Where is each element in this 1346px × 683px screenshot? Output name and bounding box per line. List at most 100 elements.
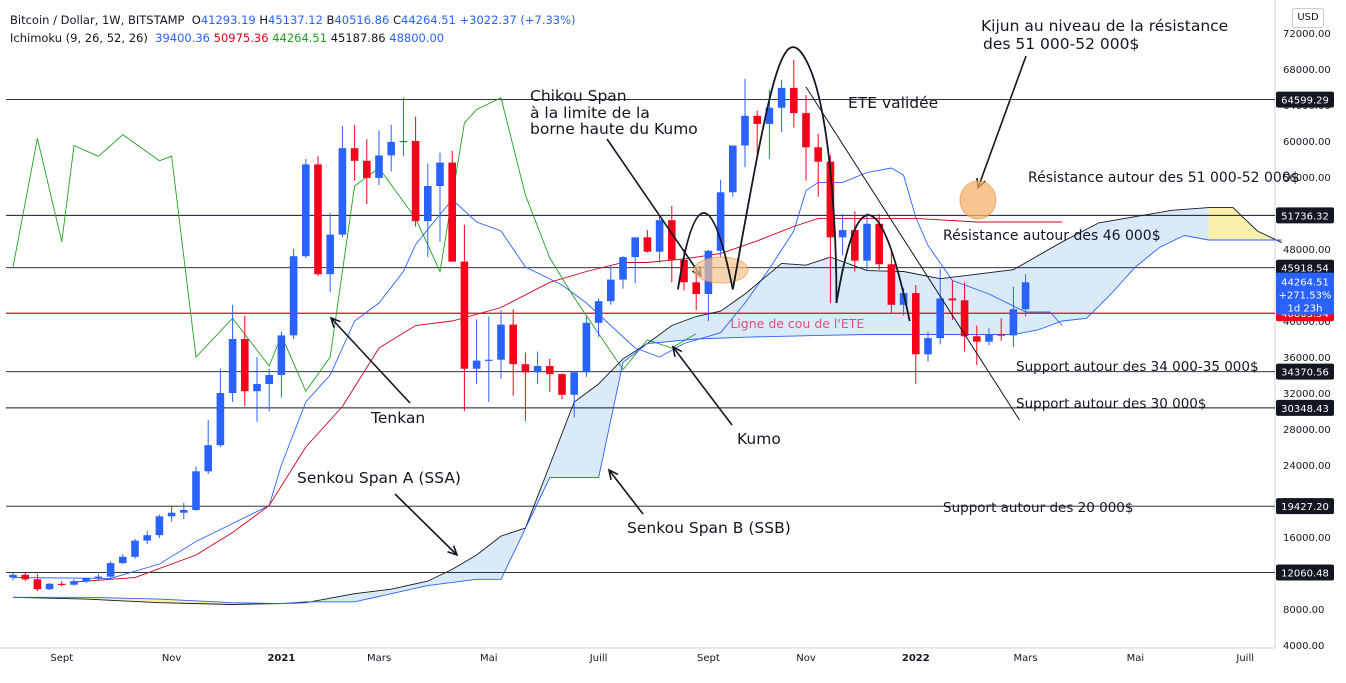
candle-body xyxy=(155,516,164,536)
kumo-arrow xyxy=(672,346,733,426)
x-tick-label: Mai xyxy=(480,653,498,664)
level-price-tag-0 xyxy=(1276,91,1334,108)
support-20-label: Support autour des 20 000$ xyxy=(943,500,1133,516)
ichimoku-label: Ichimoku (9, 26, 52, 26) xyxy=(10,31,148,45)
x-tick-label: 2021 xyxy=(267,653,295,664)
close-label: C xyxy=(392,13,401,27)
candle-body xyxy=(765,107,774,124)
candle-body xyxy=(314,164,322,275)
open-value: 41293.19 xyxy=(200,13,256,27)
resistance-51-label: Résistance autour des 51 000-52 000$ xyxy=(1028,170,1300,186)
x-tick-label: Mars xyxy=(367,653,391,664)
ssa-arrow xyxy=(394,493,458,556)
ichimoku-header[interactable]: Ichimoku (9, 26, 52, 26) 39400.36 50975.… xyxy=(10,31,444,45)
change-value: +3022.37 (+7.33%) xyxy=(459,13,576,27)
candle-body xyxy=(790,87,798,114)
candle-body xyxy=(497,324,505,360)
candle-body xyxy=(363,160,371,178)
ichimoku-value-1: 39400.36 xyxy=(155,31,210,45)
candle-body xyxy=(58,583,66,585)
y-tick-label: 16000.00 xyxy=(1283,533,1331,544)
candle-body xyxy=(167,512,176,517)
level-price-tag-label: 12060.48 xyxy=(1281,568,1329,579)
x-tick-label: Nov xyxy=(796,653,816,664)
candle-body xyxy=(33,579,42,590)
ssb-arrow xyxy=(608,469,644,515)
candle-body xyxy=(338,148,347,235)
candle-body xyxy=(899,293,908,305)
level-price-tag-7 xyxy=(1276,564,1334,581)
x-tick-label: Mars xyxy=(1014,653,1038,664)
candle-body xyxy=(1021,282,1030,310)
current-price-tag-line: 44264.51 xyxy=(1281,278,1329,289)
candle-body xyxy=(619,257,627,280)
candle-body xyxy=(716,192,725,251)
ssa-arrow-head xyxy=(447,545,459,557)
candle-body xyxy=(216,393,225,446)
currency-button[interactable]: USD xyxy=(1292,8,1324,28)
tenkan-label: Tenkan xyxy=(370,409,425,427)
x-tick-label: Juill xyxy=(589,653,608,664)
kijun-arrow xyxy=(977,55,1027,189)
candle-body xyxy=(997,334,1005,336)
candle-body xyxy=(802,113,810,148)
candle-body xyxy=(399,141,408,143)
series-line-kijun xyxy=(73,217,1063,583)
candle-body xyxy=(533,366,542,373)
candle-body xyxy=(45,583,54,590)
candle-body xyxy=(192,471,200,510)
candle-body xyxy=(838,230,847,238)
y-tick-label: 8000.00 xyxy=(1283,605,1324,616)
kijun-note-line-1: Kijun au niveau de la résistance xyxy=(981,17,1228,35)
level-price-tag-4 xyxy=(1276,363,1334,380)
level-price-tag-label: 30348.43 xyxy=(1281,404,1329,415)
candle-body xyxy=(570,372,578,395)
chikou-note-line-2: à la limite de la xyxy=(530,104,650,122)
chikou-note-line-1: Chikou Span xyxy=(530,87,627,105)
x-tick-label: Nov xyxy=(162,653,182,664)
candle-body xyxy=(131,540,139,557)
candle-body xyxy=(485,359,493,361)
candle-body xyxy=(241,339,249,392)
ichimoku-value-5: 48800.00 xyxy=(389,31,445,45)
candle-body xyxy=(741,115,749,146)
candle-body xyxy=(350,148,359,161)
hs-head xyxy=(731,46,838,304)
candle-body xyxy=(753,115,761,124)
y-tick-label: 48000.00 xyxy=(1283,245,1331,256)
y-tick-label: 36000.00 xyxy=(1283,353,1331,364)
series-line-chikou xyxy=(12,97,697,393)
candle-body xyxy=(643,237,652,252)
candle-body xyxy=(228,339,237,393)
candle-body xyxy=(326,234,334,275)
x-tick-label: Mai xyxy=(1127,653,1145,664)
y-tick-label: 68000.00 xyxy=(1283,65,1331,76)
candle-body xyxy=(387,141,395,156)
x-tick-label: Juill xyxy=(1235,653,1254,664)
candle-body xyxy=(582,322,591,373)
level-price-tag-1 xyxy=(1276,207,1334,224)
ete-validated-label: ETE validée xyxy=(848,94,938,112)
candle-body xyxy=(253,384,261,392)
candle-body xyxy=(106,563,115,577)
candle-body xyxy=(936,298,944,339)
candle-body xyxy=(985,334,993,342)
candle-body xyxy=(94,576,103,579)
current-price-tag xyxy=(1276,272,1334,315)
candle-body xyxy=(143,535,151,541)
low-value: 40516.86 xyxy=(334,13,390,27)
candle-body xyxy=(631,237,639,258)
x-tick-label: Sept xyxy=(697,653,720,664)
candle-body xyxy=(948,298,957,301)
ete-projection-line xyxy=(805,86,1020,421)
candle-body xyxy=(924,338,932,355)
neckline-label: Ligne de cou de l'ETE xyxy=(730,316,864,331)
level-price-tag-label: 34370.56 xyxy=(1281,368,1329,379)
x-tick-label: Sept xyxy=(50,653,73,664)
low-label: B xyxy=(326,13,335,27)
candle-body xyxy=(509,324,517,365)
ichimoku-value-3: 44264.51 xyxy=(272,31,328,45)
candle-body xyxy=(82,578,90,582)
